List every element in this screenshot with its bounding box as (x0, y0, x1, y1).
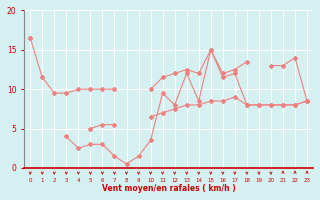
X-axis label: Vent moyen/en rafales ( km/h ): Vent moyen/en rafales ( km/h ) (102, 184, 236, 193)
